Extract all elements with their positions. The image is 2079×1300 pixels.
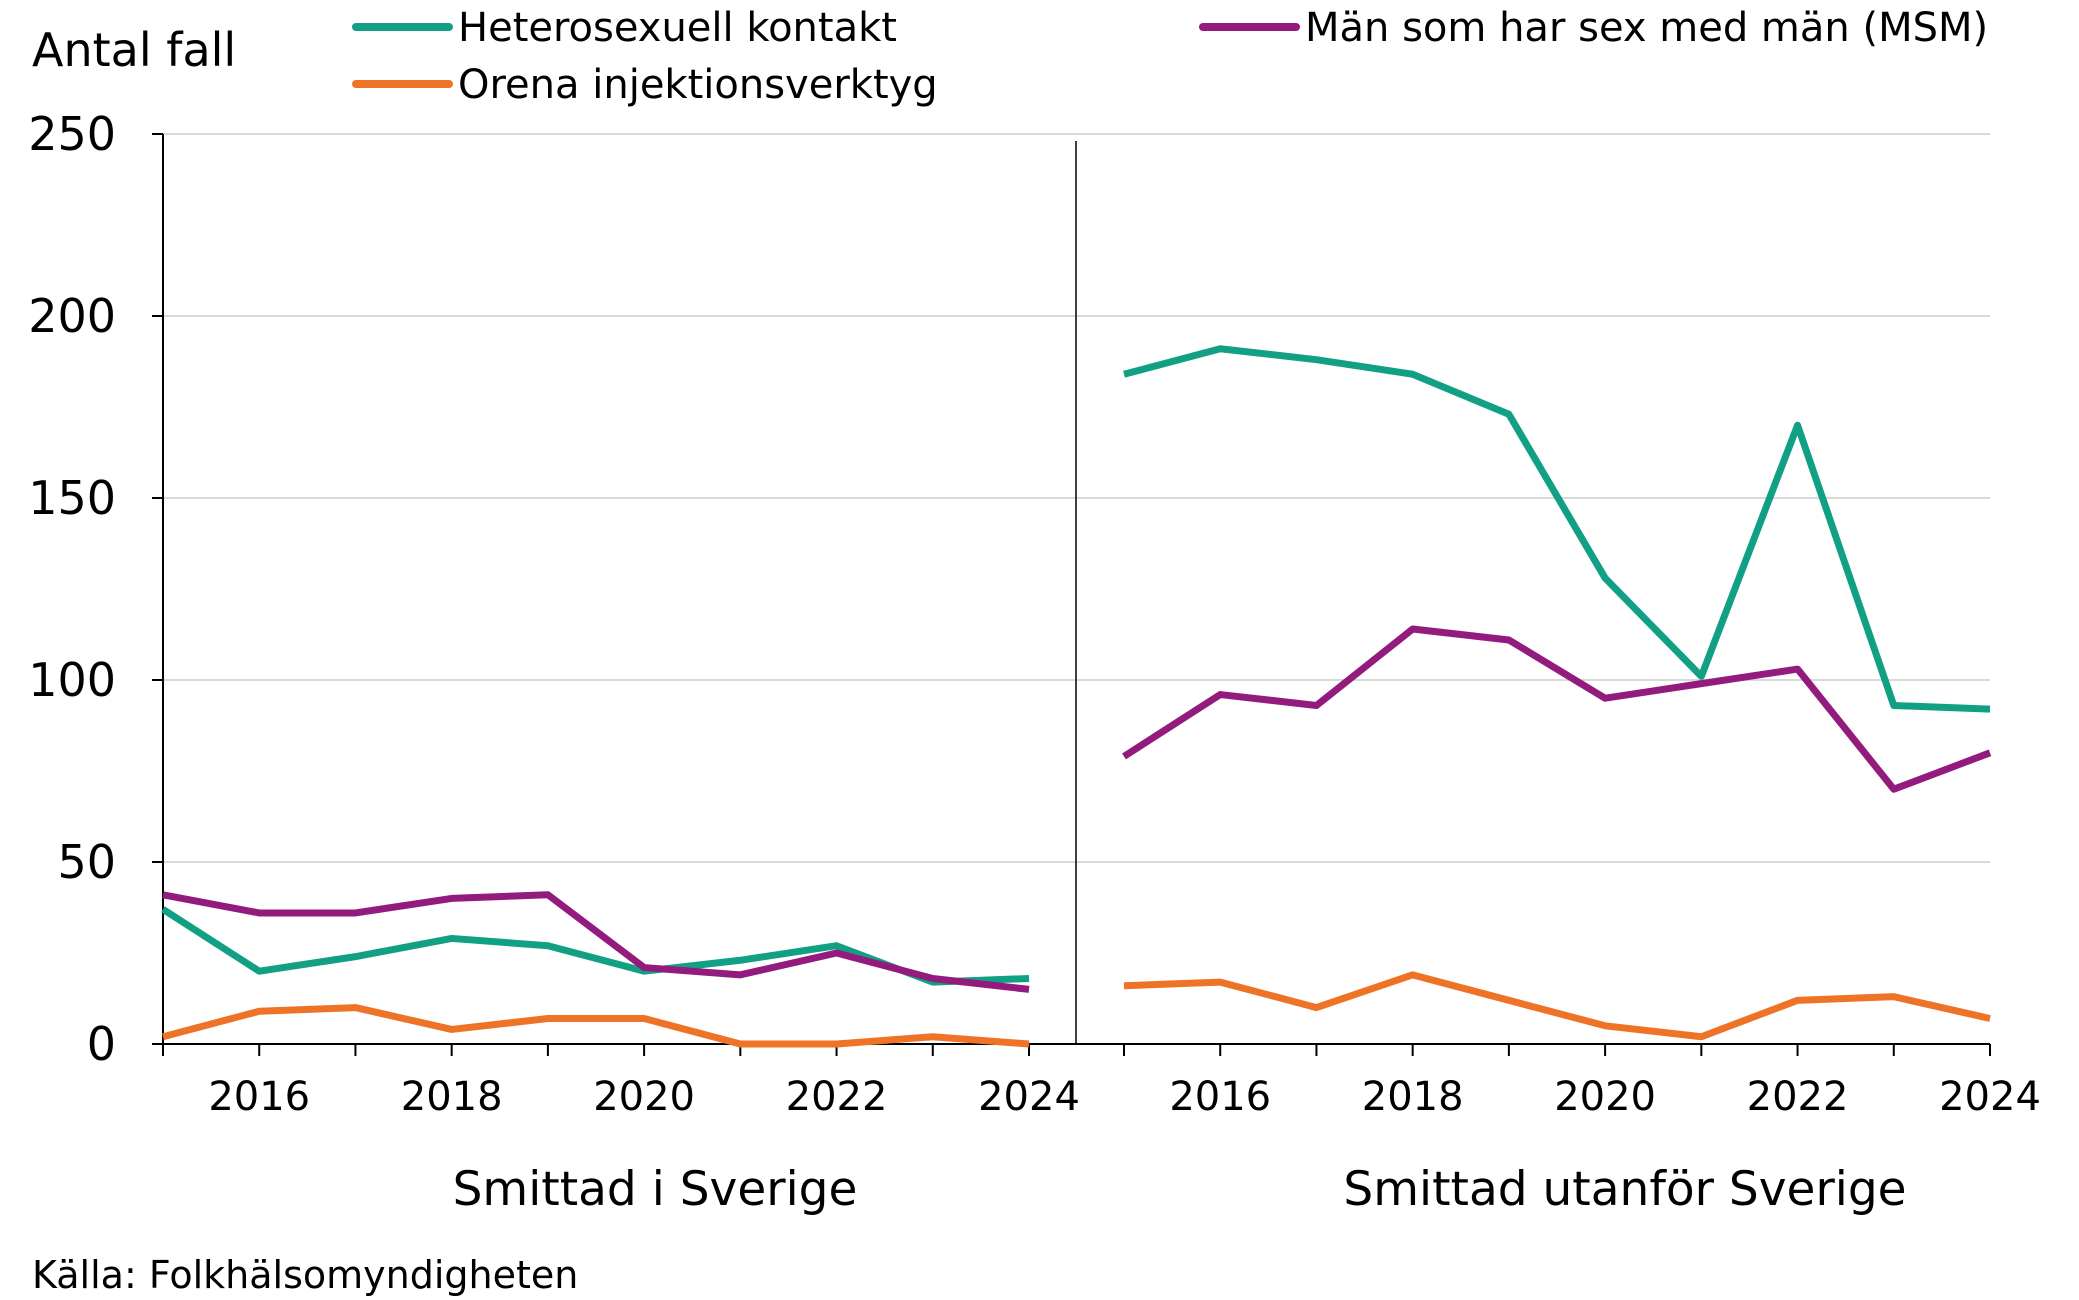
- y-tick-label: 0: [87, 1017, 116, 1071]
- x-tick-label: 2020: [1554, 1074, 1656, 1120]
- x-tick-label: 2020: [593, 1074, 695, 1120]
- x-tick-label: 2016: [208, 1074, 310, 1120]
- x-tick-label: 2024: [978, 1074, 1080, 1120]
- series-line-heterosexuell-kontakt-panel-2: [1123, 345, 1991, 713]
- axes: 0 50 100 150 200 250 2016 2018 2020 2022 2024 2016 2…: [28, 107, 2041, 1120]
- series-lines: [161, 345, 1992, 1048]
- panel-label-sweden: Smittad i Sverige: [453, 1162, 858, 1217]
- series-line-orena-injektionsverktyg-panel-1: [162, 1004, 1030, 1048]
- y-tick-label: 100: [28, 653, 116, 707]
- x-tick-label: 2016: [1169, 1074, 1271, 1120]
- legend: Heterosexuell kontakt Män som har sex med…: [352, 5, 1988, 108]
- y-tick-label: 250: [28, 107, 116, 161]
- series-line-män-som-har-sex-med-män-msm-panel-1: [162, 891, 1030, 993]
- panel-label-abroad: Smittad utanför Sverige: [1343, 1162, 1906, 1217]
- x-tick-label: 2024: [1939, 1074, 2041, 1120]
- x-tick-label: 2018: [1362, 1074, 1464, 1120]
- legend-label: Orena injektionsverktyg: [458, 62, 938, 108]
- legend-label: Män som har sex med män (MSM): [1305, 5, 1988, 51]
- y-axis-label: Antal fall: [32, 23, 236, 77]
- y-tick-label: 150: [28, 471, 116, 525]
- y-tick-label: 200: [28, 289, 116, 343]
- x-tick-label: 2018: [401, 1074, 503, 1120]
- y-tick-label: 50: [57, 835, 116, 889]
- series-line-män-som-har-sex-med-män-msm-panel-2: [1122, 625, 1992, 793]
- source-note: Källa: Folkhälsomyndigheten: [32, 1253, 578, 1297]
- x-tick-label: 2022: [1747, 1074, 1849, 1120]
- legend-label: Heterosexuell kontakt: [458, 5, 897, 51]
- x-tick-label: 2022: [786, 1074, 888, 1120]
- series-line-orena-injektionsverktyg-panel-2: [1123, 971, 1991, 1041]
